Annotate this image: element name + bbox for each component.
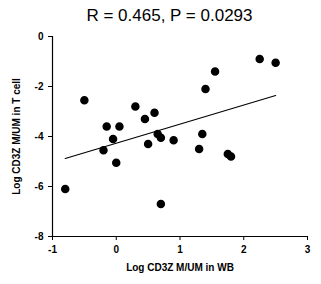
svg-text:Log CD3Z M/UM in WB: Log CD3Z M/UM in WB — [126, 262, 234, 273]
svg-text:0: 0 — [113, 244, 119, 255]
svg-text:0: 0 — [38, 31, 44, 42]
svg-text:3: 3 — [305, 244, 311, 255]
svg-text:2: 2 — [241, 244, 247, 255]
svg-text:-8: -8 — [35, 231, 44, 242]
svg-text:-2: -2 — [35, 81, 44, 92]
html-text:R = 0.465, P = 0.0293: R = 0.465, P = 0.0293 — [86, 6, 253, 25]
svg-text:-6: -6 — [35, 181, 44, 192]
svg-text:1: 1 — [177, 244, 183, 255]
svg-text:-1: -1 — [48, 244, 57, 255]
svg-text:Log CD3Z M/UM in T cell: Log CD3Z M/UM in T cell — [11, 78, 22, 195]
svg-text:-4: -4 — [35, 131, 44, 142]
